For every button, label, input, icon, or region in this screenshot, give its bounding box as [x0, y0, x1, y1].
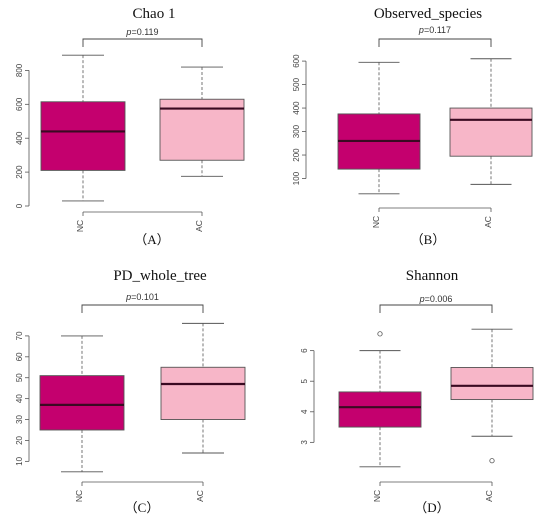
panel-d-y-tick-label: 6: [300, 348, 309, 353]
panel-b-ac-box: [449, 107, 533, 157]
panel-d-y-tick-label: 3: [300, 440, 309, 445]
panel-d-ac-box: [450, 367, 534, 401]
panel-c-y-tick-label: 70: [15, 331, 24, 340]
panel-a-y-tick-label: 600: [15, 97, 24, 111]
panel-c-title: PD_whole_tree: [113, 268, 207, 284]
panel-d-nc-outlier: [377, 331, 383, 337]
panel-c-significance-bracket: [81, 304, 204, 313]
panel-d-p-value: p=0.006: [419, 294, 453, 304]
panel-b-y-tick-label: 400: [292, 101, 301, 115]
panel-a-significance-bracket: [82, 38, 203, 47]
panel-d-title: Shannon: [406, 268, 459, 284]
panel-c-y-tick-label: 30: [15, 415, 24, 424]
panel-b-y-tick-label: 100: [292, 171, 301, 185]
panel-d-ac-outlier: [489, 458, 495, 464]
panel-b-y-tick-label: 600: [292, 54, 301, 68]
panel-a-label: （A）: [134, 232, 169, 247]
panel-c: PD_whole_tree （C） 10 20 30 40 50 60 70 NC AC p=0.…: [15, 268, 246, 515]
panel-c-y-tick-label: 60: [15, 352, 24, 361]
panel-b-nc-x-label: NC: [371, 216, 381, 228]
panel-a-p-value: p=0.119: [125, 27, 158, 37]
panel-c-y-tick-label: 40: [15, 394, 24, 403]
panel-c-y-tick-label: 10: [15, 456, 24, 465]
panel-a-nc-x-label: NC: [75, 220, 85, 232]
panel-c-y-tick-label: 50: [15, 373, 24, 382]
panel-d: Shannon （D） 3 4 5 6 NC AC p=0.006: [300, 268, 534, 515]
panel-c-p-value: p=0.101: [125, 292, 159, 302]
panel-d-ac-x-label: AC: [484, 490, 494, 502]
panel-c-nc-x-label: NC: [74, 490, 84, 502]
panel-c-label: （C）: [125, 500, 160, 515]
panel-b-ac-x-label: AC: [483, 216, 493, 228]
panel-c-ac-box: [160, 366, 246, 420]
panel-d-nc-box: [338, 391, 422, 428]
panel-d-y-tick-label: 4: [300, 409, 309, 414]
panel-c-nc-box: [39, 375, 125, 431]
panel-d-label: （D）: [414, 500, 449, 515]
panel-b-y-tick-label: 300: [292, 124, 301, 138]
panel-d-nc-x-label: NC: [372, 490, 382, 502]
panel-b-p-value: p=0.117: [418, 25, 451, 35]
panel-d-y-tick-label: 5: [300, 378, 309, 383]
panel-a: Chao 1 （A） 0 200 400 600 800 NC AC p=0.119: [15, 6, 245, 247]
panel-a-y-tick-label: 0: [15, 203, 24, 208]
panel-d-significance-bracket: [379, 304, 493, 313]
panel-a-nc-box: [40, 101, 126, 171]
panel-a-ac-x-label: AC: [194, 220, 204, 232]
panel-c-y-tick-label: 20: [15, 435, 24, 444]
panel-a-y-tick-label: 800: [15, 63, 24, 77]
panel-b-title: Observed_species: [374, 6, 482, 22]
panel-b: Observed_species （B） 100 200 300 400 500 600 N…: [292, 6, 533, 247]
panel-c-ac-x-label: AC: [195, 490, 205, 502]
panel-a-title: Chao 1: [133, 6, 176, 22]
panel-b-label: （B）: [411, 232, 446, 247]
panel-b-y-tick-label: 200: [292, 148, 301, 162]
panel-b-significance-bracket: [378, 38, 492, 47]
panel-a-y-tick-label: 200: [15, 165, 24, 179]
panel-b-y-tick-label: 500: [292, 77, 301, 91]
panel-a-y-tick-label: 400: [15, 131, 24, 145]
